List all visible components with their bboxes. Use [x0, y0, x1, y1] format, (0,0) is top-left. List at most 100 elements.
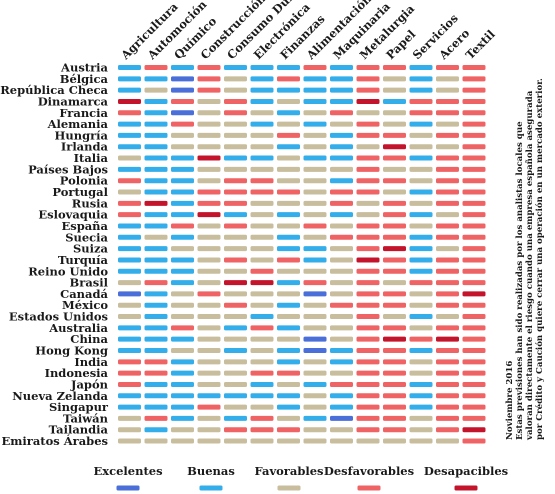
cell-suiza-papel	[383, 246, 406, 252]
cell-hungria-servicios	[409, 132, 433, 138]
country-label-rusia: Rusia	[72, 196, 109, 210]
cell-mexico-textil	[462, 302, 486, 308]
rating-cells	[118, 65, 486, 444]
cell-canada-consumo-duradero	[224, 291, 247, 297]
cell-mexico-servicios	[409, 302, 433, 308]
cell-dinamarca-automocion	[144, 98, 168, 104]
cell-reino-unido-alimentacion	[303, 268, 327, 274]
cell-eslovaquia-metalurgia	[356, 212, 380, 218]
cell-nueva-zelanda-quimico	[171, 393, 194, 399]
cell-reino-unido-acero	[436, 268, 459, 274]
cell-francia-consumo-duradero	[224, 110, 247, 116]
cell-turquia-agricultura	[118, 257, 141, 263]
cell-australia-papel	[383, 325, 406, 331]
cell-irlanda-alimentacion	[303, 144, 327, 150]
cell-polonia-servicios	[409, 178, 433, 184]
cell-australia-acero	[436, 325, 459, 331]
cell-paises-bajos-servicios	[409, 166, 433, 172]
cell-singapur-automocion	[144, 404, 168, 410]
cell-suecia-alimentacion	[303, 234, 327, 240]
cell-alemania-textil	[462, 121, 486, 127]
cell-rusia-finanzas	[277, 200, 300, 206]
cell-dinamarca-servicios	[409, 98, 433, 104]
cell-estados-unidos-construccion	[197, 314, 221, 320]
cell-taiwan-alimentacion	[303, 415, 327, 421]
cell-belgica-electronica	[250, 76, 274, 82]
cell-dinamarca-electronica	[250, 98, 274, 104]
cell-mexico-construccion	[197, 302, 221, 308]
cell-austria-textil	[462, 65, 486, 70]
cell-irlanda-automocion	[144, 144, 168, 150]
cell-estados-unidos-maquinaria	[330, 314, 353, 320]
cell-india-construccion	[197, 359, 221, 365]
cell-singapur-quimico	[171, 404, 194, 410]
cell-nueva-zelanda-acero	[436, 393, 459, 399]
cell-taiwan-quimico	[171, 415, 194, 421]
cell-paises-bajos-alimentacion	[303, 166, 327, 172]
cell-australia-electronica	[250, 325, 274, 331]
cell-dinamarca-acero	[436, 98, 459, 104]
cell-japon-quimico	[171, 381, 194, 387]
cell-india-maquinaria	[330, 359, 353, 365]
cell-republica-checa-acero	[436, 87, 459, 93]
cell-turquia-alimentacion	[303, 257, 327, 263]
cell-republica-checa-agricultura	[118, 87, 141, 93]
country-label-singapur: Singapur	[49, 400, 109, 414]
cell-hungria-alimentacion	[303, 132, 327, 138]
country-label-taiwan: Taiwán	[63, 411, 109, 425]
cell-belgica-servicios	[409, 76, 433, 82]
cell-francia-servicios	[409, 110, 433, 116]
cell-polonia-consumo-duradero	[224, 178, 247, 184]
cell-indonesia-acero	[436, 370, 459, 376]
cell-reino-unido-finanzas	[277, 268, 300, 274]
cell-emiratos-arabes-automocion	[144, 438, 168, 444]
cell-china-construccion	[197, 336, 221, 342]
cell-suecia-electronica	[250, 234, 274, 240]
cell-emiratos-arabes-alimentacion	[303, 438, 327, 444]
cell-republica-checa-maquinaria	[330, 87, 353, 93]
cell-francia-metalurgia	[356, 110, 380, 116]
cell-dinamarca-maquinaria	[330, 98, 353, 104]
cell-emiratos-arabes-consumo-duradero	[224, 438, 247, 444]
cell-hungria-electronica	[250, 132, 274, 138]
cell-nueva-zelanda-electronica	[250, 393, 274, 399]
cell-indonesia-finanzas	[277, 370, 300, 376]
cell-emiratos-arabes-quimico	[171, 438, 194, 444]
cell-francia-construccion	[197, 110, 221, 116]
cell-paises-bajos-maquinaria	[330, 166, 353, 172]
cell-emiratos-arabes-electronica	[250, 438, 274, 444]
cell-tailandia-automocion	[144, 427, 168, 433]
cell-tailandia-alimentacion	[303, 427, 327, 433]
country-label-brasil: Brasil	[70, 276, 109, 290]
cell-espana-electronica	[250, 223, 274, 229]
cell-singapur-metalurgia	[356, 404, 380, 410]
cell-austria-maquinaria	[330, 65, 353, 70]
legend-label-excelentes: Excelentes	[93, 464, 162, 478]
cell-reino-unido-agricultura	[118, 268, 141, 274]
cell-belgica-acero	[436, 76, 459, 82]
cell-mexico-metalurgia	[356, 302, 380, 308]
cell-indonesia-electronica	[250, 370, 274, 376]
cell-italia-agricultura	[118, 155, 141, 161]
cell-irlanda-finanzas	[277, 144, 300, 150]
cell-suiza-agricultura	[118, 246, 141, 252]
sector-labels: AgriculturaAutomociónQuímicoConstrucción…	[118, 0, 499, 63]
cell-alemania-construccion	[197, 121, 221, 127]
cell-portugal-alimentacion	[303, 189, 327, 195]
cell-portugal-metalurgia	[356, 189, 380, 195]
cell-taiwan-textil	[462, 415, 486, 421]
cell-hong-kong-quimico	[171, 348, 194, 353]
cell-brasil-alimentacion	[303, 280, 327, 286]
side-note: Noviembre 2016 Estas previsiones han sido…	[505, 78, 545, 441]
cell-singapur-finanzas	[277, 404, 300, 410]
country-label-francia: Francia	[59, 106, 108, 120]
cell-espana-consumo-duradero	[224, 223, 247, 229]
cell-reino-unido-papel	[383, 268, 406, 274]
country-label-austria: Austria	[60, 61, 108, 75]
note-line-3: valoran directamente el riesgo cuando un…	[524, 90, 535, 441]
cell-espana-maquinaria	[330, 223, 353, 229]
cell-taiwan-finanzas	[277, 415, 300, 421]
cell-espana-automocion	[144, 223, 168, 229]
cell-mexico-electronica	[250, 302, 274, 308]
cell-portugal-automocion	[144, 189, 168, 195]
